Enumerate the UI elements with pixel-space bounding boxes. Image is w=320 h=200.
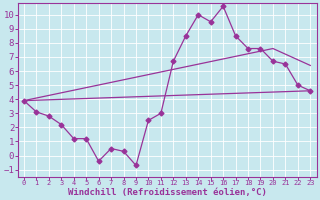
X-axis label: Windchill (Refroidissement éolien,°C): Windchill (Refroidissement éolien,°C) (68, 188, 267, 197)
